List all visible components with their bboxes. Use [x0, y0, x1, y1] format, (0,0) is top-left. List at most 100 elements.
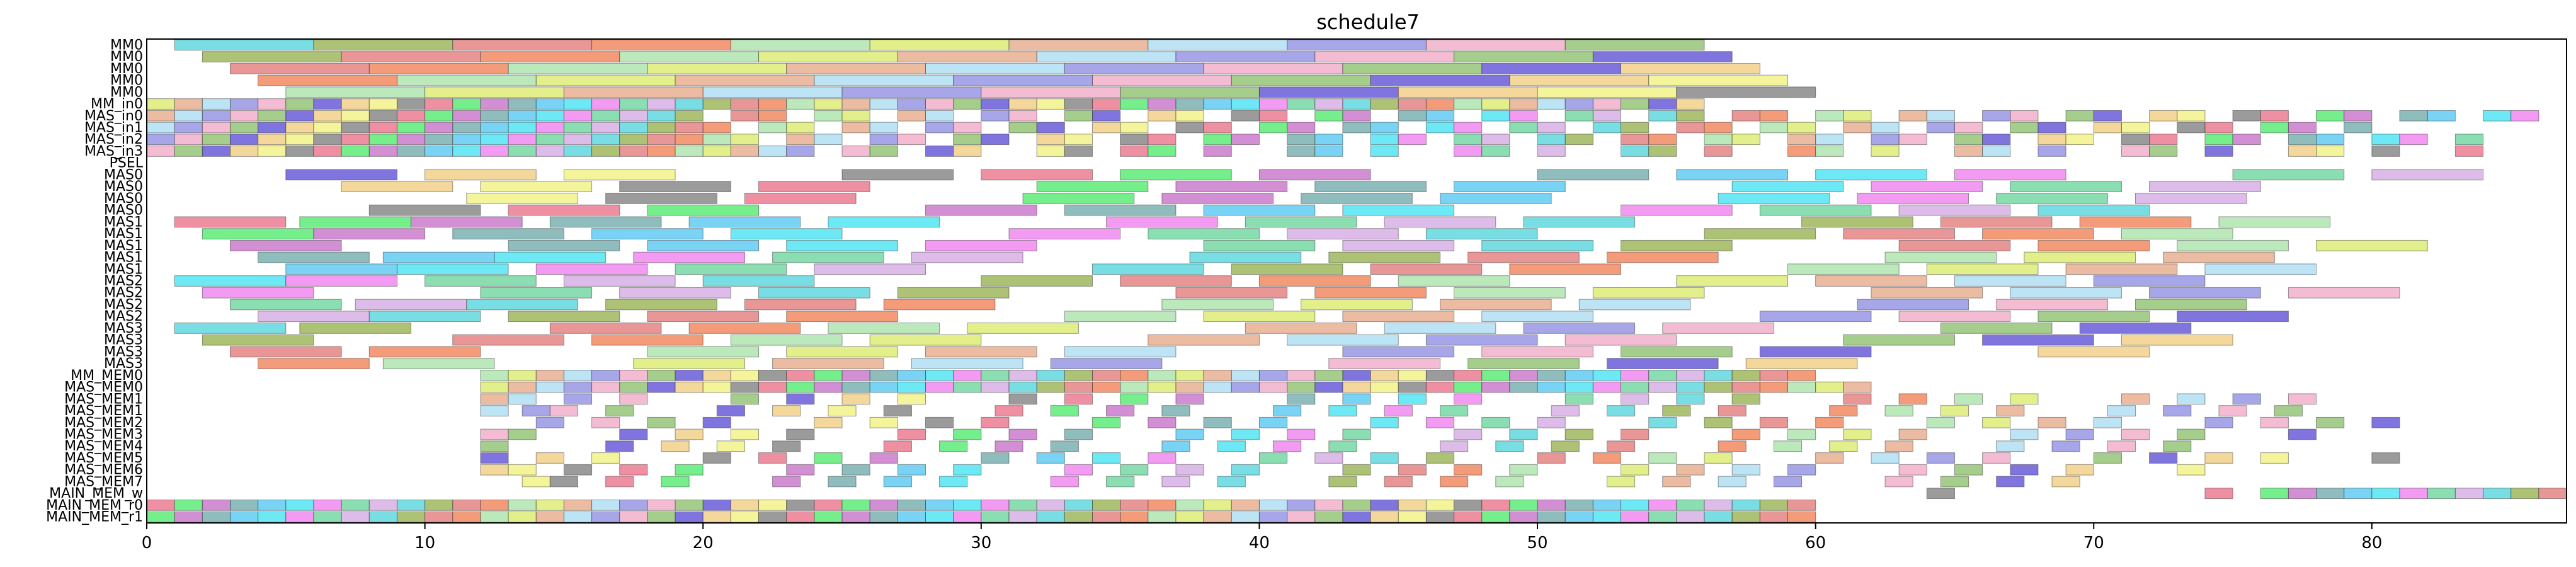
task-bar [1481, 346, 1593, 358]
task-bar [925, 146, 954, 157]
task-bar [425, 500, 453, 511]
task-bar [174, 134, 203, 146]
task-bar [1676, 275, 1788, 287]
task-bar [2316, 146, 2345, 157]
task-bar [758, 369, 787, 381]
task-bar [2483, 488, 2512, 500]
task-bar [480, 452, 509, 464]
task-bar [605, 440, 634, 452]
task-bar [1287, 511, 1316, 523]
task-bar [1231, 98, 1260, 110]
task-bar [549, 323, 662, 334]
task-bar [1551, 405, 1580, 416]
task-bar [1578, 299, 1691, 311]
task-bar [1148, 452, 1177, 464]
task-bar [897, 381, 926, 393]
task-bar [2371, 416, 2400, 428]
y-tick-label: MAS_MEM2 [64, 415, 143, 431]
task-bar [1801, 216, 1913, 228]
task-bar [619, 122, 648, 134]
task-bar [466, 193, 578, 204]
task-bar [1787, 381, 1816, 393]
y-tick-label: MAIN_MEM_r1 [46, 510, 143, 525]
task-bar [202, 122, 231, 134]
task-bar [535, 452, 564, 464]
task-bar [1091, 263, 1204, 275]
task-bar [1120, 393, 1149, 405]
task-bar [647, 239, 760, 251]
task-bar [1398, 464, 1427, 476]
task-bar [1036, 98, 1065, 110]
task-bar [1704, 416, 1733, 428]
task-bar [2065, 134, 2094, 146]
task-bar [1537, 169, 1650, 181]
y-tick-label: MAS0 [104, 179, 143, 195]
task-bar [1648, 381, 1677, 393]
task-bar [1064, 369, 1093, 381]
task-bar [1843, 228, 1955, 239]
task-bar [2288, 287, 2400, 299]
task-bar [229, 511, 259, 523]
task-bar [647, 500, 676, 511]
task-bar [1871, 181, 1983, 193]
task-bar [1982, 416, 2011, 428]
task-bar [591, 452, 620, 464]
task-bar [925, 98, 954, 110]
y-tick-label: MAS_MEM5 [64, 450, 143, 466]
task-bar [146, 110, 175, 122]
task-bar [2177, 239, 2289, 251]
task-bar [967, 323, 1079, 334]
task-bar [1454, 122, 1483, 134]
task-bar [1996, 476, 2025, 488]
task-bar [1606, 358, 1719, 369]
task-bar [563, 275, 676, 287]
task-bar [480, 134, 509, 146]
task-bar [1175, 51, 1316, 62]
task-bar [1106, 405, 1135, 416]
task-bar [619, 369, 648, 381]
task-bar [2204, 263, 2317, 275]
task-bar [841, 146, 870, 157]
task-bar [1175, 181, 1288, 193]
task-bar [2371, 146, 2400, 157]
task-bar [1954, 122, 1983, 134]
task-bar [897, 428, 926, 440]
task-bar [953, 500, 982, 511]
task-bar [1843, 393, 1872, 405]
task-bar [1231, 110, 1260, 122]
task-bar [1676, 86, 1816, 98]
task-bar [396, 500, 426, 511]
task-bar [480, 405, 509, 416]
task-bar [758, 51, 898, 62]
task-bar [675, 511, 704, 523]
task-bar [1815, 134, 1844, 146]
task-bar [1787, 464, 1816, 476]
task-bar [368, 122, 397, 134]
task-bar [2163, 251, 2275, 263]
x-tick-label: 20 [693, 534, 714, 553]
x-tick-labels: 0 10 20 30 40 50 60 70 80 [142, 523, 2382, 553]
task-bar [619, 110, 648, 122]
task-bar [869, 122, 898, 134]
y-tick-label: MAS1 [104, 261, 143, 277]
task-bar [1898, 204, 2011, 216]
task-bar [1884, 405, 1913, 416]
task-bar [1481, 381, 1510, 393]
task-bar [730, 428, 760, 440]
task-bar [480, 393, 509, 405]
task-bar [1314, 500, 1343, 511]
task-bar [202, 334, 314, 346]
task-bar [2121, 146, 2150, 157]
task-bar [313, 39, 453, 51]
task-bar [2538, 488, 2567, 500]
task-bar [1439, 299, 1552, 311]
task-bar [1342, 428, 1371, 440]
task-bar [299, 216, 412, 228]
task-bar [1982, 334, 2094, 346]
task-bar [1022, 193, 1135, 204]
task-bar [452, 39, 593, 51]
task-bar [1537, 381, 1566, 393]
task-bar [1175, 287, 1288, 299]
task-bar [1064, 110, 1093, 122]
task-bar [1439, 193, 1552, 204]
